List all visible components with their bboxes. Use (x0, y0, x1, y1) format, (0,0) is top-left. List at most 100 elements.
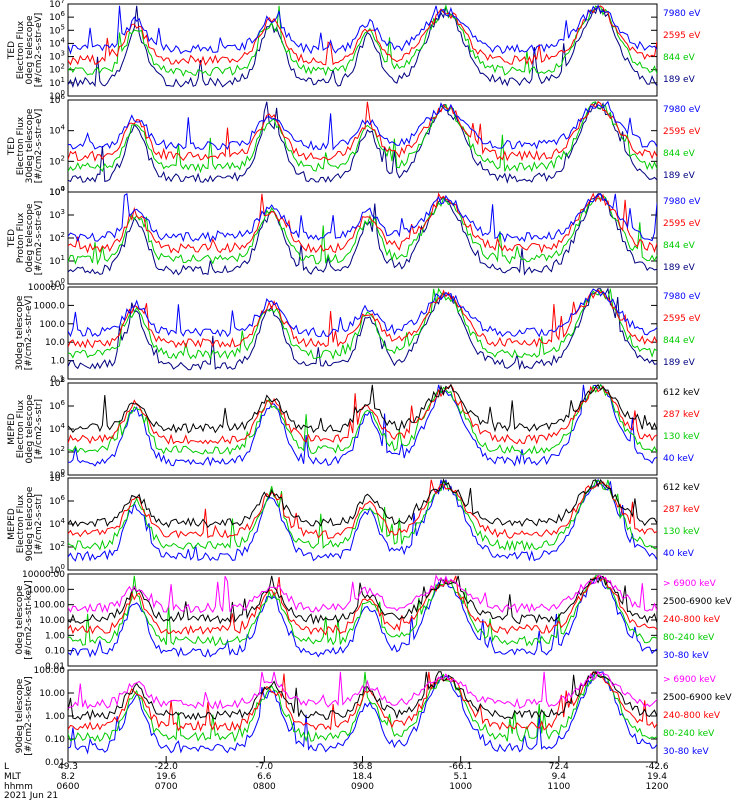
panel-frame (67, 669, 658, 763)
panel-frame (67, 191, 658, 285)
x-tick-label: -22.0 (155, 762, 179, 772)
legend-entry: 7980 eV (663, 197, 701, 207)
y-tick-label: 0.01 (45, 758, 65, 768)
x-tick-label: 72.4 (549, 762, 569, 772)
legend-entry: 2595 eV (663, 31, 701, 41)
series-trace (68, 4, 657, 77)
y-tick-label: 0.01 (45, 662, 65, 672)
y-axis-label: 0deg telescope (25, 394, 35, 464)
series-trace (68, 383, 657, 434)
y-tick-label: 0.10 (45, 647, 65, 657)
x-tick-label: 49.3 (58, 762, 78, 772)
y-axis-label: Electron Flux (16, 116, 26, 175)
series-trace (68, 479, 657, 552)
y-tick-label: 104 (49, 185, 65, 198)
x-tick-label: 5.1 (454, 772, 468, 782)
series-trace (68, 5, 657, 66)
series-trace (68, 574, 657, 636)
legend-entry: 7980 eV (663, 292, 701, 302)
series-trace (68, 192, 657, 243)
panel-frame (67, 3, 658, 97)
legend-entry: 2500-6900 keV (663, 597, 732, 607)
y-axis-label: [#/cm2-s-str-keV] (24, 580, 34, 659)
series-trace (68, 195, 657, 266)
x-tick-label: -42.6 (645, 762, 669, 772)
y-tick-label: 10000.0 (28, 283, 65, 293)
series-trace (68, 101, 657, 163)
y-tick-label: 100 (49, 89, 65, 102)
y-axis-label: 0deg telescope (25, 15, 35, 85)
series-trace (68, 288, 657, 338)
x-tick-label: 1000 (449, 782, 472, 792)
legend-entry: 2595 eV (663, 314, 701, 324)
y-tick-label: 106 (49, 399, 65, 412)
y-tick-label: 104 (49, 36, 65, 49)
series-trace (68, 478, 657, 562)
x-tick-label: 0800 (253, 782, 276, 792)
series-trace (68, 479, 657, 540)
y-axis-label: [#/cm2-s-str-eV] (34, 109, 44, 184)
legend-entry: > 6900 keV (663, 579, 717, 589)
legend-entry: 844 eV (663, 53, 696, 63)
y-axis-label: 0deg telescope (25, 203, 35, 273)
series-trace (68, 101, 657, 174)
y-tick-label: 105 (49, 23, 65, 36)
y-tick-label: 107 (49, 0, 65, 10)
y-axis-label: [#/cm2-s-str-eV] (34, 13, 44, 88)
legend-entry: 7980 eV (663, 9, 701, 19)
y-tick-label: 106 (49, 93, 65, 106)
legend-entry: 2595 eV (663, 127, 701, 137)
series-trace (68, 287, 657, 360)
y-tick-label: 100.00 (34, 666, 66, 676)
x-tick-label: 9.4 (552, 772, 567, 782)
x-tick-label: -7.0 (256, 762, 274, 772)
y-axis-label: 0deg telescope (15, 585, 25, 655)
x-tick-label: 0600 (57, 782, 80, 792)
y-tick-label: 1.00 (45, 712, 65, 722)
y-axis-label: [#/cm2-s-str-eV] (34, 201, 44, 276)
series-trace (68, 478, 657, 529)
y-axis-label: Electron Flux (16, 20, 26, 79)
legend-entry: 30-80 keV (663, 651, 709, 661)
panel-5: 100 102 104 106 108 MEPED Electron Flux 0deg te… (7, 376, 700, 481)
series-trace (68, 101, 657, 184)
series-trace (68, 384, 657, 467)
panel-frame (67, 382, 658, 476)
y-tick-label: 1.00 (45, 631, 65, 641)
legend-entry: 2595 eV (663, 219, 701, 229)
series-trace (68, 4, 657, 88)
y-axis-label: 90deg telescope (15, 678, 25, 753)
series-trace (68, 383, 657, 456)
y-tick-label: 100 (49, 468, 65, 481)
legend-entry: 130 keV (663, 527, 700, 537)
date-label: 2021 Jun 21 (4, 791, 58, 800)
x-tick-label: 19.4 (647, 772, 667, 782)
series-trace (68, 575, 657, 647)
y-tick-label: 102 (49, 63, 65, 76)
x-tick-label: 1100 (547, 782, 570, 792)
y-axis-label: Proton Flux (16, 212, 26, 263)
x-row-label: L (4, 762, 9, 772)
y-tick-label: 0.10 (45, 735, 65, 745)
y-tick-label: 1000.00 (28, 585, 65, 595)
y-axis-label: MEPED (7, 413, 17, 445)
y-tick-label: 10000.00 (22, 570, 65, 580)
x-tick-label: 6.6 (257, 772, 272, 782)
y-axis-label: 90deg telescope (25, 486, 35, 561)
legend-entry: 844 eV (663, 149, 696, 159)
y-tick-label: 102 (49, 154, 65, 167)
x-tick-label: 18.4 (352, 772, 372, 782)
y-tick-label: 10.00 (39, 616, 65, 626)
panel-7: 0.01 0.10 1.00 10.00 100.00 1000.00 10000.00 0d… (15, 570, 732, 672)
y-tick-label: 10.00 (39, 689, 65, 699)
series-trace (68, 671, 657, 755)
series-trace (68, 671, 657, 732)
y-tick-label: 100 (49, 185, 65, 198)
panel-6: 100 102 104 106 108 MEPED Electron Flux 90deg t… (7, 471, 700, 576)
y-tick-label: 102 (49, 445, 65, 458)
series-trace (68, 4, 657, 55)
y-tick-label: 101 (49, 254, 65, 267)
